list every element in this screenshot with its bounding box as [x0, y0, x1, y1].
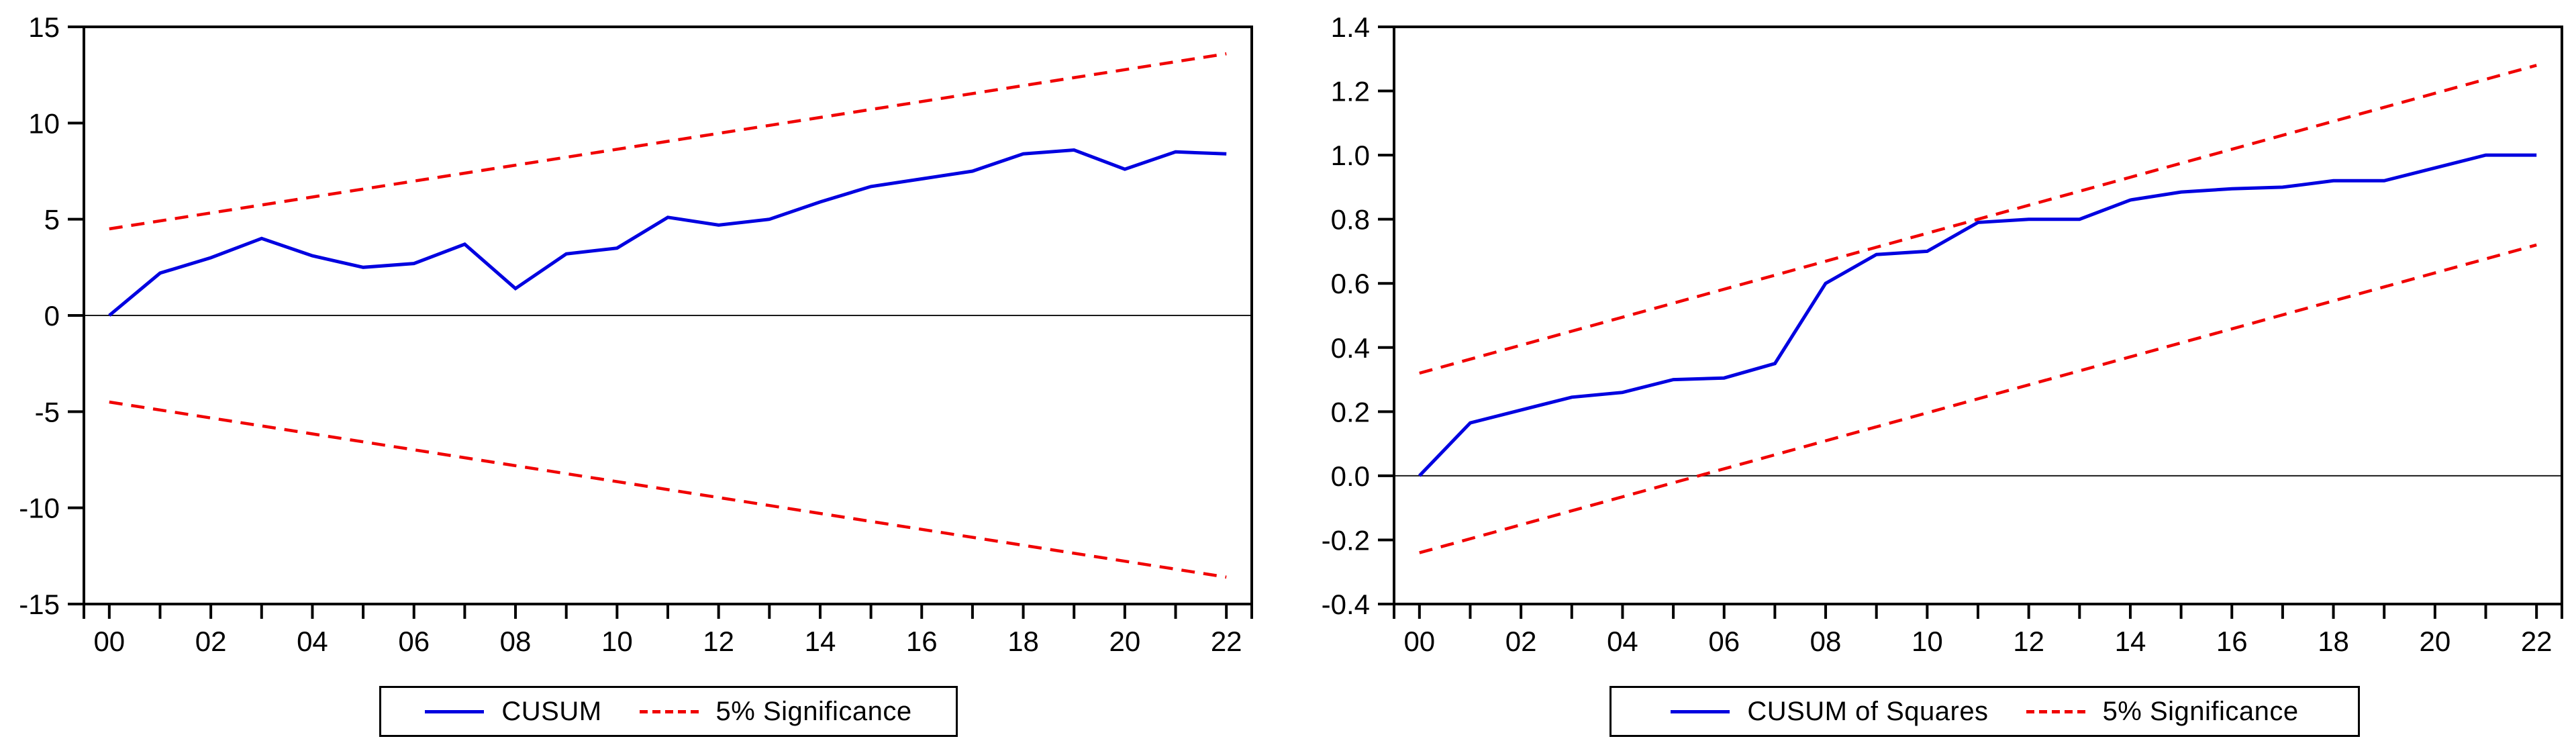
cusum-x-tick-label: 22: [1211, 626, 1242, 657]
cusum-panel: 15 10 5 0 -5 -10 -15 00 02 04 06 08 10 12 14 16 18 20 22 C…: [19, 11, 1253, 737]
cusumsq-y-tick-label: 0.2: [1331, 396, 1370, 428]
cusumsq-x-tick-label: 20: [2420, 626, 2451, 657]
cusumsq-x-tick-label: 00: [1403, 626, 1435, 657]
cusum-x-tick-label: 14: [805, 626, 836, 657]
cusum-x-tick-label: 20: [1109, 626, 1141, 657]
cusumsq-y-tick-label: 0.0: [1331, 460, 1370, 492]
cusumsq-y-tick-label: -0.4: [1322, 589, 1370, 620]
cusumsq-x-tick-label: 04: [1607, 626, 1638, 657]
cusumsq-legend: CUSUM of Squares 5% Significance: [1609, 686, 2360, 737]
cusum-y-tick-label: 15: [28, 11, 60, 43]
cusum-y-tick-label: 0: [44, 300, 60, 332]
cusum-legend: CUSUM 5% Significance: [379, 686, 958, 737]
cusumsq-series-sig-upper: [1419, 64, 2537, 375]
cusum-x-tick-label: 04: [297, 626, 328, 657]
cusum-x-tick-label: 10: [601, 626, 633, 657]
significance-legend-label: 5% Significance: [2102, 696, 2299, 726]
cusum-series-cusum-line: [108, 148, 1227, 317]
cusumsq-x-tick-label: 08: [1810, 626, 1842, 657]
significance-line-sample: [639, 709, 699, 713]
cusumsq-x-tick-label: 18: [2318, 626, 2349, 657]
cusum-x-tick-label: 06: [398, 626, 430, 657]
cusum-x-tick-label: 08: [500, 626, 532, 657]
significance-line-sample: [2026, 709, 2085, 713]
cusum-chart: 15 10 5 0 -5 -10 -15 00 02 04 06 08 10 12 14 16 18 20 22: [19, 11, 1253, 657]
cusum-x-tick-label: 02: [195, 626, 227, 657]
cusum-y-tick-label: -10: [19, 493, 60, 524]
cusumsq-legend-label: CUSUM of Squares: [1747, 696, 1989, 726]
cusumsq-x-tick-label: 10: [1912, 626, 1943, 657]
cusumsq-y-tick-label: 1.2: [1331, 76, 1370, 107]
cusumsq-frame: [1393, 26, 2563, 605]
cusum-series-sig-upper: [109, 52, 1227, 231]
cusumsq-y-tick-label: 0.4: [1331, 332, 1370, 364]
cusum-series-sig-lower: [109, 400, 1227, 579]
significance-legend-label: 5% Significance: [715, 696, 912, 726]
cusumsq-y-tick-label: 1.0: [1331, 140, 1370, 171]
cusumsq-x-tick-label: 22: [2521, 626, 2553, 657]
cusum-x-tick-label: 00: [93, 626, 125, 657]
cusum-x-tick-label: 16: [906, 626, 938, 657]
cusumsq-y-tick-label: 1.4: [1331, 11, 1370, 43]
cusumsq-panel: 1.4 1.2 1.0 0.8 0.6 0.4 0.2 0.0 -0.2 -0.4 00 02 04 06…: [1288, 0, 2576, 747]
cusum-y-tick-label: -5: [35, 396, 60, 428]
cusum-x-tick-label: 18: [1007, 626, 1039, 657]
cusumsq-y-tick-label: 0.8: [1331, 204, 1370, 236]
cusumsq-line-sample: [1671, 709, 1730, 713]
cusum-y-tick-label: -15: [19, 589, 60, 620]
cusumsq-y-tick-label: -0.2: [1322, 524, 1370, 556]
cusum-y-tick-label: 5: [44, 204, 60, 236]
cusumsq-series-sig-lower: [1419, 243, 2537, 554]
cusumsq-x-tick-label: 14: [2115, 626, 2146, 657]
cusum-x-tick-label: 12: [703, 626, 734, 657]
cusumsq-y-tick-label: 0.6: [1331, 268, 1370, 299]
cusumsq-x-tick-label: 02: [1505, 626, 1537, 657]
cusum-legend-label: CUSUM: [501, 696, 602, 726]
cusumsq-series-cusumsq-line: [1418, 153, 2537, 477]
cusum-y-tick-label: 10: [28, 107, 60, 139]
cusumsq-x-tick-label: 16: [2216, 626, 2248, 657]
cusumsq-chart: 1.4 1.2 1.0 0.8 0.6 0.4 0.2 0.0 -0.2 -0.4 00 02 04 06…: [1322, 11, 2563, 657]
cusumsq-x-tick-label: 12: [2013, 626, 2044, 657]
cusum-line-sample: [425, 709, 485, 713]
cusumsq-x-tick-label: 06: [1708, 626, 1740, 657]
